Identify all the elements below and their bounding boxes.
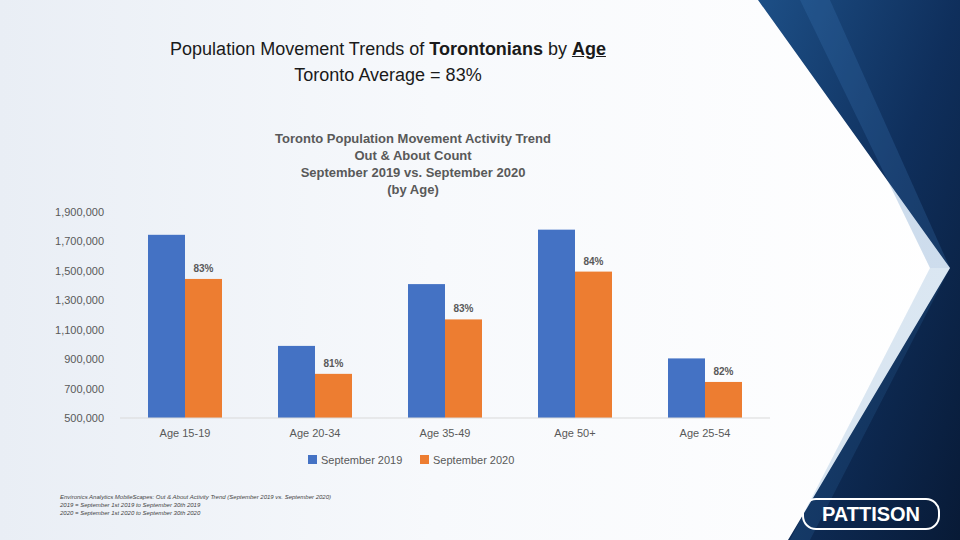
bar (538, 230, 575, 418)
bar (278, 346, 315, 418)
x-tick-label: Age 20-34 (290, 427, 341, 439)
background (0, 0, 960, 540)
title-part: Torontonians (429, 39, 543, 59)
bar (445, 319, 482, 418)
slide-title: Population Movement Trends of Torontonia… (0, 38, 776, 60)
chart-title: Out & About Count (354, 148, 472, 163)
chart-title: Toronto Population Movement Activity Tre… (275, 131, 551, 146)
annotation: 82% (713, 366, 733, 377)
bar (575, 272, 612, 418)
panel-stripe (790, 268, 950, 540)
legend-swatch (420, 455, 429, 464)
chart-title: (by Age) (387, 182, 439, 197)
source-note: 2020 = September 1st 2020 to September 3… (59, 510, 201, 516)
y-tick-label: 900,000 (64, 353, 104, 365)
bar (315, 374, 352, 418)
source-note: 2019 = September 1st 2019 to September 3… (59, 502, 201, 508)
legend-swatch (308, 455, 317, 464)
legend-label: September 2020 (433, 454, 514, 466)
x-tick-label: Age 25-54 (680, 427, 731, 439)
source-note: Environics Analytics MobileScapes: Out &… (60, 494, 331, 500)
panel-stripe (800, 0, 950, 268)
logo-frame (803, 499, 939, 529)
x-axis-line (120, 418, 770, 419)
bar (705, 382, 742, 418)
y-tick-label: 1,700,000 (55, 235, 104, 247)
title-part: by (543, 39, 572, 59)
bar (408, 284, 445, 418)
y-tick-label: 1,900,000 (55, 206, 104, 218)
tech-panel (758, 0, 960, 540)
slide-subtitle: Toronto Average = 83% (0, 64, 776, 86)
title-part: Population Movement Trends of (170, 39, 429, 59)
annotation: 84% (583, 256, 603, 267)
annotation: 81% (323, 358, 343, 369)
annotation: 83% (193, 263, 213, 274)
x-tick-label: Age 50+ (554, 427, 595, 439)
y-tick-label: 1,100,000 (55, 324, 104, 336)
x-tick-label: Age 15-19 (160, 427, 211, 439)
y-tick-label: 1,500,000 (55, 265, 104, 277)
chart-title: September 2019 vs. September 2020 (301, 165, 526, 180)
x-tick-label: Age 35-49 (420, 427, 471, 439)
annotation: 83% (453, 303, 473, 314)
y-tick-label: 700,000 (64, 383, 104, 395)
logo: PATTISON (822, 503, 920, 525)
legend-label: September 2019 (321, 454, 402, 466)
bar (148, 235, 185, 418)
bar (668, 358, 705, 418)
title-part: Age (572, 39, 606, 59)
y-tick-label: 1,300,000 (55, 294, 104, 306)
y-tick-label: 500,000 (64, 412, 104, 424)
bars (148, 230, 742, 418)
bar (185, 279, 222, 418)
